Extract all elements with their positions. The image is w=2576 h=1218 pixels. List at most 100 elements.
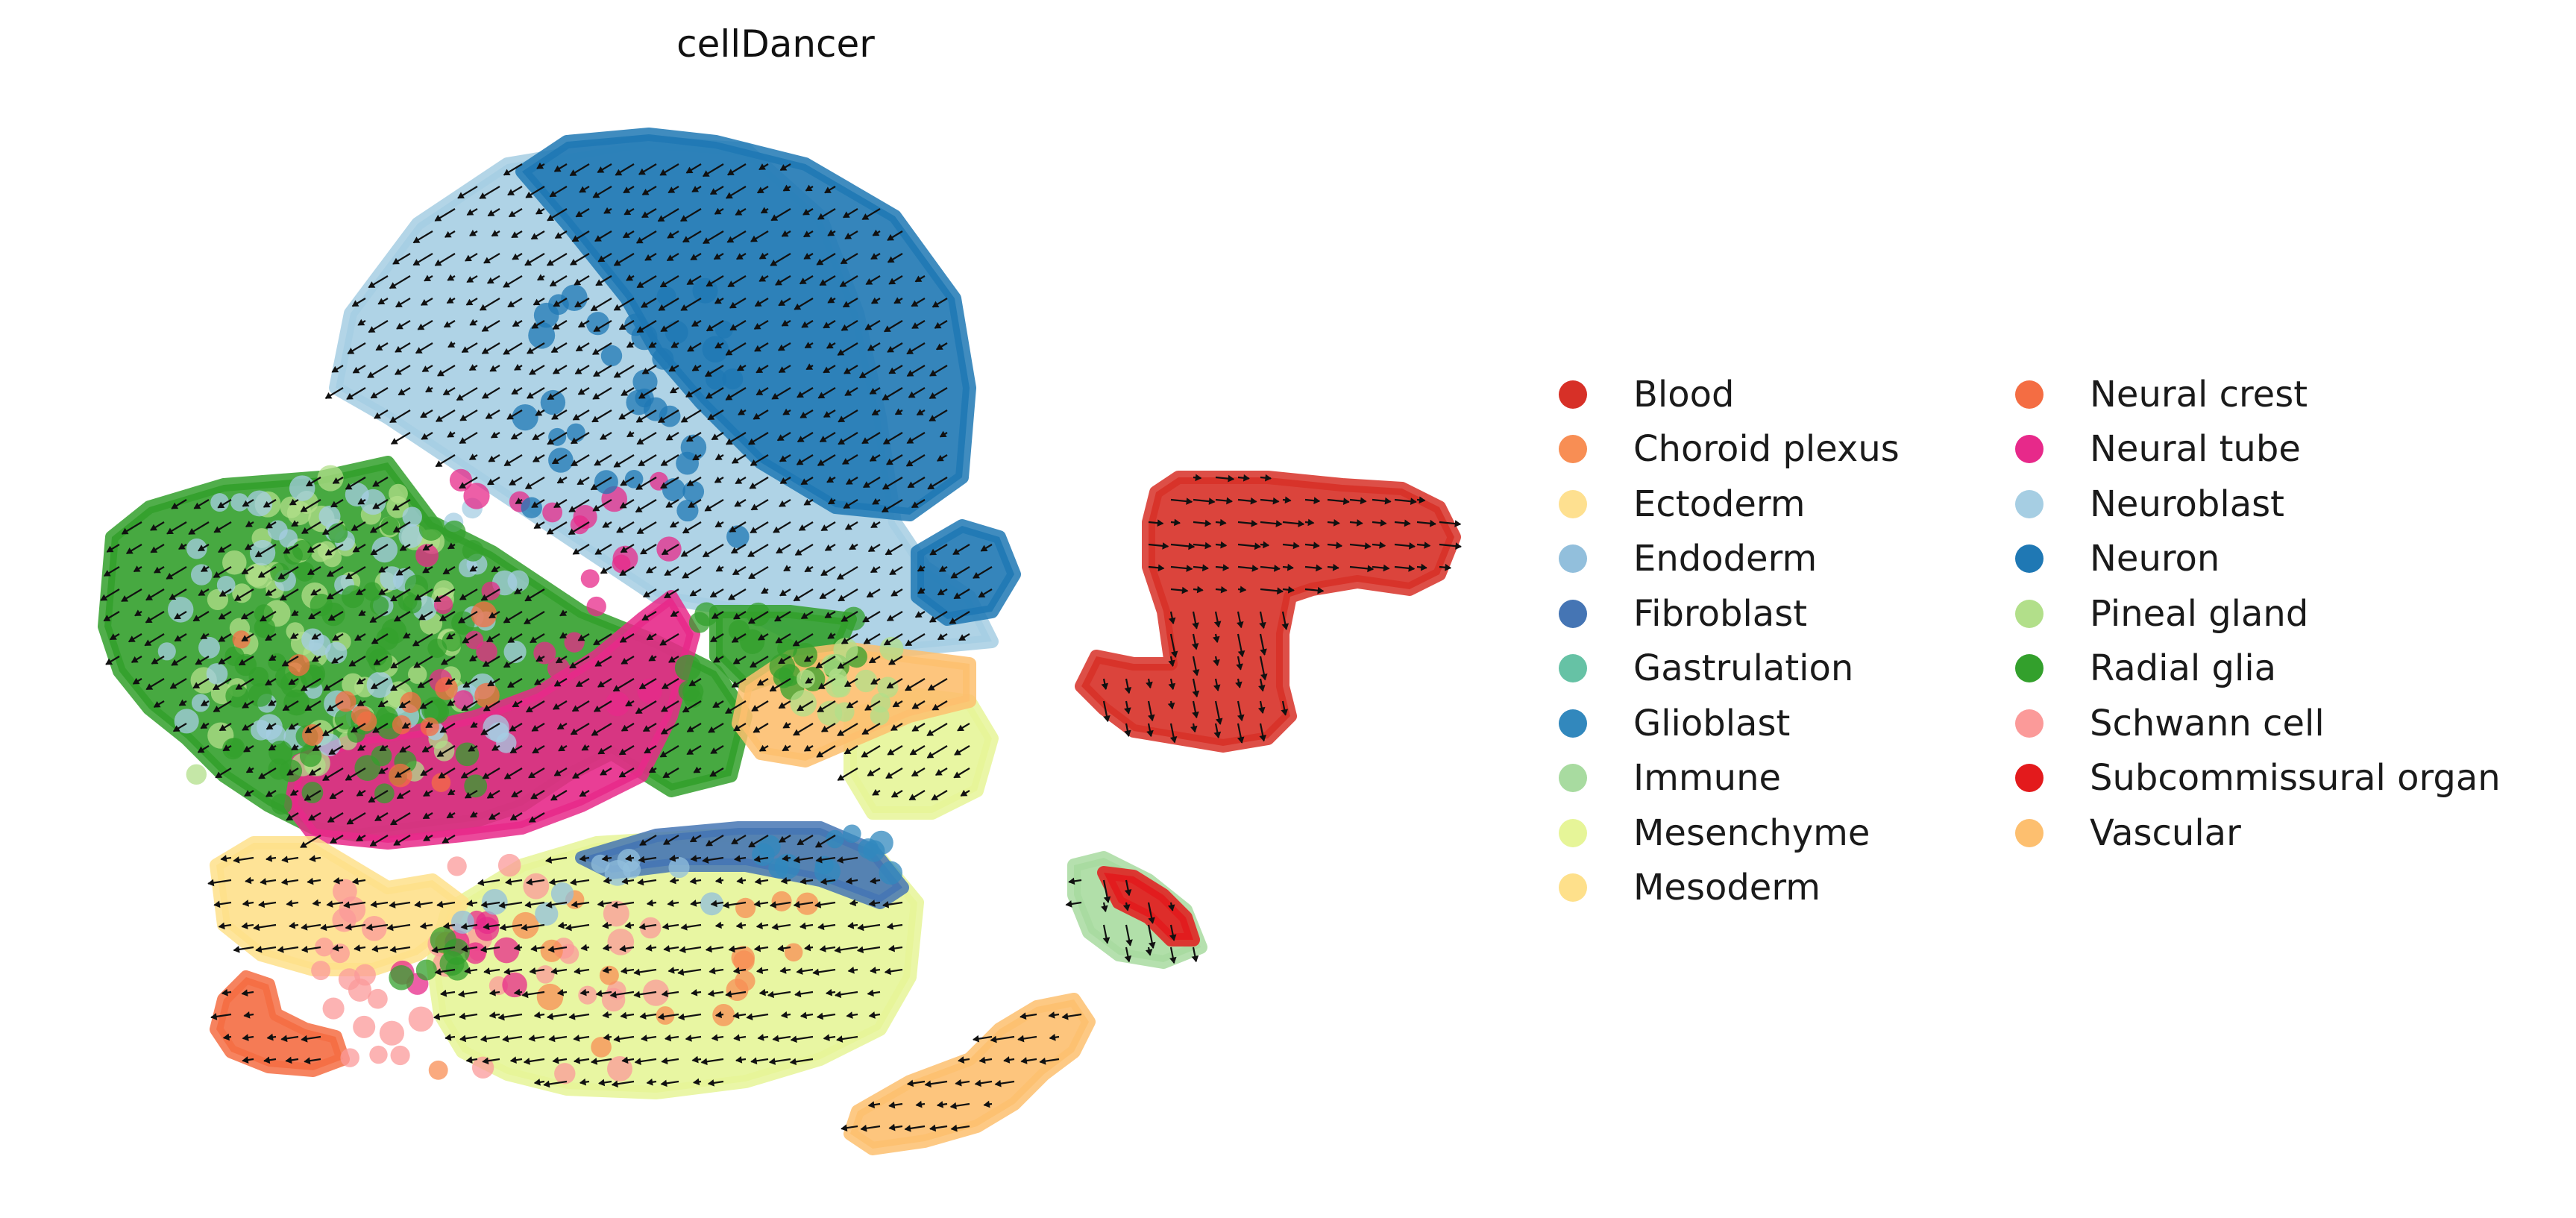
velocity-arrowhead: [868, 656, 876, 664]
velocity-arrowhead: [593, 705, 601, 712]
velocity-arrowhead: [847, 966, 855, 974]
cell-point: [817, 700, 843, 726]
velocity-arrowhead: [242, 723, 250, 731]
velocity-arrowhead: [753, 855, 761, 863]
cell-point: [632, 369, 658, 395]
velocity-arrowhead: [1039, 1057, 1046, 1065]
velocity-arrowhead: [434, 968, 442, 976]
velocity-arrowhead: [281, 856, 289, 863]
cell-point: [455, 742, 480, 767]
velocity-arrowhead: [748, 617, 755, 624]
velocity-arrowhead: [321, 729, 330, 736]
velocity-arrowhead: [442, 568, 450, 574]
velocity-arrowhead: [837, 774, 845, 781]
velocity-arrowhead: [635, 236, 644, 244]
velocity-arrowhead: [670, 341, 679, 348]
legend-item: Ectoderm: [1559, 477, 1806, 531]
velocity-arrowhead: [616, 526, 624, 533]
cell-point: [493, 937, 520, 964]
velocity-arrowhead: [755, 366, 764, 374]
velocity-arrowhead: [938, 565, 946, 572]
velocity-arrowhead: [465, 254, 472, 262]
velocity-arrowhead: [512, 253, 520, 260]
cell-point: [431, 773, 451, 792]
velocity-arrowhead: [420, 769, 428, 776]
velocity-arrowhead: [1168, 659, 1175, 667]
velocity-arrowhead: [1186, 497, 1193, 505]
velocity-arrowhead: [218, 922, 225, 930]
velocity-arrowhead: [735, 477, 743, 484]
velocity-arrowhead: [1272, 497, 1280, 505]
legend-marker: [2015, 764, 2043, 792]
legend-marker: [2015, 544, 2043, 573]
velocity-arrowhead: [1102, 937, 1110, 944]
velocity-arrowhead: [258, 772, 266, 779]
velocity-arrowhead: [220, 855, 227, 862]
velocity-arrowhead: [279, 594, 287, 601]
velocity-arrowhead: [357, 497, 365, 505]
velocity-arrowhead: [978, 1056, 986, 1064]
cell-point: [271, 793, 292, 815]
velocity-arrowhead: [528, 1035, 535, 1042]
velocity-arrowhead: [679, 946, 686, 953]
velocity-arrowhead: [1336, 541, 1343, 550]
velocity-arrowhead: [887, 748, 895, 756]
velocity-arrowhead: [689, 589, 697, 597]
velocity-arrowhead: [479, 192, 487, 199]
velocity-arrowhead: [134, 609, 142, 616]
velocity-arrowhead: [846, 1011, 853, 1019]
velocity-arrowhead: [932, 301, 940, 308]
cell-point: [656, 536, 682, 562]
velocity-arrowhead: [779, 589, 787, 597]
velocity-arrowhead: [593, 638, 600, 645]
legend-marker: [1559, 489, 1587, 518]
velocity-arrowhead: [507, 681, 515, 688]
velocity-arrowhead: [110, 633, 117, 640]
velocity-arrowhead: [707, 413, 715, 420]
velocity-arrowhead: [591, 415, 599, 423]
cell-point: [210, 493, 230, 512]
velocity-arrowhead: [886, 458, 893, 465]
velocity-arrowhead: [395, 368, 402, 375]
velocity-arrowhead: [1068, 877, 1075, 885]
velocity-arrowhead: [908, 391, 916, 398]
legend-marker: [1559, 764, 1587, 792]
cell-point: [368, 988, 388, 1009]
velocity-arrowhead: [844, 233, 852, 239]
velocity-arrowhead: [307, 877, 314, 885]
velocity-arrowhead: [686, 435, 694, 442]
velocity-arrowhead: [805, 363, 814, 370]
velocity-arrowhead: [377, 298, 386, 305]
cell-point: [299, 744, 322, 767]
velocity-arrowhead: [242, 500, 250, 507]
velocity-arrowhead: [1219, 518, 1227, 527]
velocity-arrowhead: [602, 1011, 609, 1019]
cluster-fibroblast: [575, 821, 909, 909]
velocity-arrowhead: [133, 565, 141, 572]
velocity-arrowhead: [511, 388, 519, 395]
velocity-arrowhead: [304, 794, 312, 801]
velocity-arrowhead: [1191, 955, 1199, 963]
velocity-arrowhead: [1240, 586, 1247, 594]
velocity-arrowhead: [624, 921, 632, 929]
velocity-arrowhead: [244, 790, 252, 797]
velocity-arrowhead: [777, 944, 785, 952]
velocity-arrowhead: [756, 967, 764, 974]
velocity-arrowhead: [201, 565, 208, 572]
velocity-arrowhead: [882, 506, 889, 512]
velocity-arrowhead: [747, 550, 755, 557]
velocity-arrowhead: [867, 769, 875, 776]
velocity-arrowhead: [309, 855, 316, 862]
velocity-arrowhead: [389, 946, 397, 953]
velocity-arrowhead: [1186, 565, 1193, 572]
velocity-arrowhead: [333, 876, 340, 885]
velocity-arrowhead: [685, 1035, 692, 1042]
velocity-arrowhead: [1188, 542, 1196, 550]
velocity-arrowhead: [1168, 682, 1176, 691]
velocity-arrowhead: [929, 415, 937, 421]
cell-point: [415, 959, 437, 981]
velocity-arrowhead: [401, 722, 409, 729]
velocity-arrowhead: [1148, 917, 1155, 924]
cell-point: [612, 545, 638, 571]
velocity-arrowhead: [908, 794, 917, 800]
